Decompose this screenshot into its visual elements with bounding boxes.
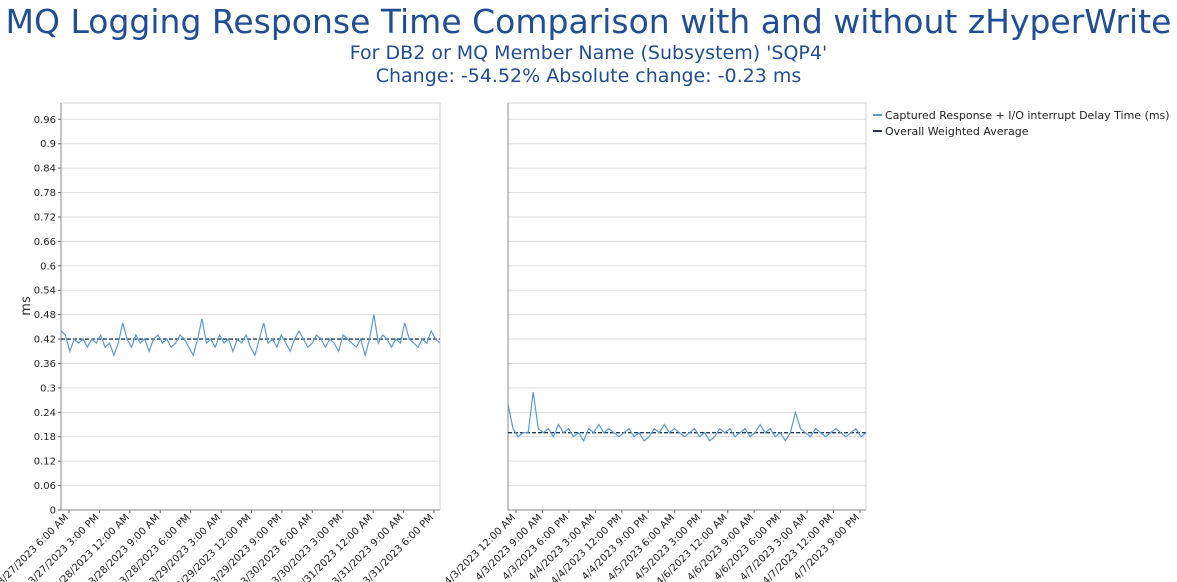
legend-label-response: Captured Response + I/O interrupt Delay … bbox=[885, 109, 1170, 122]
y-tick-label: 0.96 bbox=[34, 115, 56, 126]
y-tick-label: 0.66 bbox=[34, 237, 56, 248]
y-tick-label: 0.72 bbox=[34, 212, 56, 223]
y-tick-label: 0.84 bbox=[34, 164, 56, 175]
chart-subtitle-member: For DB2 or MQ Member Name (Subsystem) 'S… bbox=[349, 42, 828, 64]
y-tick-label: 0.54 bbox=[34, 286, 56, 297]
y-tick-label: 0.9 bbox=[40, 139, 56, 150]
y-tick-label: 0.12 bbox=[34, 457, 56, 468]
series-response-line bbox=[507, 391, 867, 443]
y-tick-label: 0.06 bbox=[34, 481, 56, 492]
plot-area bbox=[507, 102, 867, 511]
y-tick-label: 0.6 bbox=[40, 261, 56, 272]
y-tick-label: 0.3 bbox=[40, 383, 56, 394]
series-response-line bbox=[60, 314, 441, 358]
plot-area bbox=[60, 102, 441, 511]
legend-label-average: Overall Weighted Average bbox=[885, 125, 1029, 138]
y-tick-label: 0.24 bbox=[34, 408, 56, 419]
y-axis-label: ms bbox=[19, 296, 34, 316]
y-tick-label: 0.18 bbox=[34, 432, 56, 443]
y-tick-label: 0.36 bbox=[34, 359, 56, 370]
y-tick-label: 0.78 bbox=[34, 188, 56, 199]
chart-title: MQ Logging Response Time Comparison with… bbox=[5, 2, 1172, 41]
chart-subtitle-change: Change: -54.52% Absolute change: -0.23 m… bbox=[375, 65, 802, 87]
y-tick-label: 0 bbox=[50, 506, 56, 517]
y-tick-label: 0.48 bbox=[34, 310, 56, 321]
y-tick-label: 0.42 bbox=[34, 335, 56, 346]
